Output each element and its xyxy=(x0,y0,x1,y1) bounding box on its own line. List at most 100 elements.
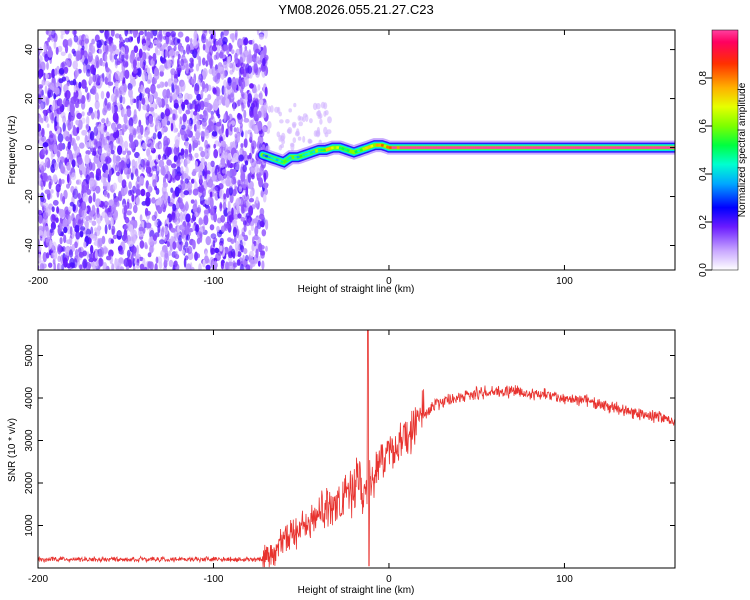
noise-speckle xyxy=(108,169,112,178)
noise-speckle xyxy=(245,264,251,270)
noise-speckle xyxy=(130,227,135,237)
noise-speckle xyxy=(230,124,233,132)
noise-speckle xyxy=(48,134,55,145)
noise-speckle xyxy=(209,224,215,231)
noise-speckle xyxy=(185,44,191,55)
noise-speckle xyxy=(245,254,249,262)
noise-speckle xyxy=(98,137,103,146)
noise-speckle xyxy=(216,72,221,80)
snr-line xyxy=(38,330,675,568)
noise-speckle xyxy=(192,188,199,196)
noise-speckle xyxy=(207,84,212,92)
noise-speckle xyxy=(112,145,116,151)
noise-speckle xyxy=(261,260,265,270)
noise-speckle xyxy=(84,58,89,66)
noise-speckle xyxy=(248,49,252,56)
noise-speckle xyxy=(184,148,189,155)
ridge-core xyxy=(296,155,300,159)
noise-speckle xyxy=(231,81,237,91)
noise-speckle xyxy=(163,252,170,263)
ridge-core xyxy=(301,153,306,158)
noise-speckle xyxy=(166,159,172,166)
noise-speckle xyxy=(38,238,41,250)
noise-speckle xyxy=(38,48,40,54)
noise-speckle xyxy=(218,99,222,106)
noise-speckle xyxy=(132,185,137,194)
noise-speckle xyxy=(225,128,229,138)
noise-speckle xyxy=(95,168,102,177)
noise-speckle xyxy=(77,257,80,268)
noise-speckle xyxy=(160,227,165,238)
noise-speckle xyxy=(50,164,56,173)
noise-speckle xyxy=(117,145,123,156)
noise-speckle xyxy=(79,230,84,238)
noise-speckle xyxy=(107,211,113,218)
x-tick-label: 0 xyxy=(386,276,392,287)
noise-speckle xyxy=(178,234,182,245)
noise-speckle xyxy=(280,135,285,142)
noise-speckle xyxy=(309,118,313,124)
noise-speckle xyxy=(100,175,105,183)
noise-speckle xyxy=(52,199,59,206)
noise-speckle xyxy=(324,110,329,116)
noise-speckle xyxy=(75,231,81,240)
noise-speckle xyxy=(62,122,66,133)
noise-speckle xyxy=(91,85,97,96)
noise-speckle xyxy=(164,81,168,88)
noise-speckle xyxy=(234,133,238,139)
noise-speckle xyxy=(210,33,214,40)
ridge-core xyxy=(338,146,342,150)
noise-speckle xyxy=(156,96,161,106)
noise-speckle xyxy=(94,139,98,150)
noise-speckle xyxy=(203,215,209,226)
noise-speckle xyxy=(130,36,133,41)
noise-speckle xyxy=(160,56,163,62)
noise-speckle xyxy=(96,212,100,218)
noise-speckle xyxy=(280,143,284,149)
noise-speckle xyxy=(154,46,159,55)
noise-speckle xyxy=(231,179,237,185)
noise-speckle xyxy=(106,117,109,125)
noise-speckle xyxy=(188,143,192,154)
ridge-core xyxy=(280,160,285,164)
noise-speckle xyxy=(77,119,83,130)
noise-speckle xyxy=(185,156,191,164)
noise-speckle xyxy=(213,143,216,149)
noise-speckle xyxy=(205,236,212,246)
noise-speckle xyxy=(161,44,165,49)
noise-speckle xyxy=(220,225,226,233)
noise-speckle xyxy=(165,146,171,157)
noise-speckle xyxy=(148,55,152,61)
noise-speckle xyxy=(44,85,48,94)
noise-speckle xyxy=(64,30,70,35)
noise-speckle xyxy=(202,43,206,51)
noise-speckle xyxy=(248,198,255,203)
noise-speckle xyxy=(122,150,127,155)
noise-speckle xyxy=(106,103,110,109)
noise-speckle xyxy=(104,53,108,63)
noise-speckle xyxy=(176,67,182,73)
noise-speckle xyxy=(208,196,214,206)
noise-speckle xyxy=(247,93,253,104)
noise-speckle xyxy=(203,110,209,122)
noise-speckle xyxy=(324,132,329,138)
noise-speckle xyxy=(140,188,146,197)
noise-speckle xyxy=(154,263,158,270)
noise-speckle xyxy=(42,172,48,182)
noise-speckle xyxy=(225,187,230,199)
noise-speckle xyxy=(111,263,115,270)
noise-speckle xyxy=(39,70,43,78)
colorbar-tick-label: 0.6 xyxy=(698,119,709,133)
noise-speckle xyxy=(119,34,122,41)
noise-speckle xyxy=(236,113,243,120)
noise-speckle xyxy=(265,219,269,230)
noise-speckle xyxy=(136,56,141,62)
noise-speckle xyxy=(237,99,241,107)
noise-speckle xyxy=(288,108,293,113)
noise-speckle xyxy=(112,182,118,191)
noise-speckle xyxy=(144,30,147,37)
noise-speckle xyxy=(251,174,255,180)
noise-speckle xyxy=(188,228,194,233)
noise-speckle xyxy=(115,154,121,164)
noise-speckle xyxy=(200,157,205,166)
